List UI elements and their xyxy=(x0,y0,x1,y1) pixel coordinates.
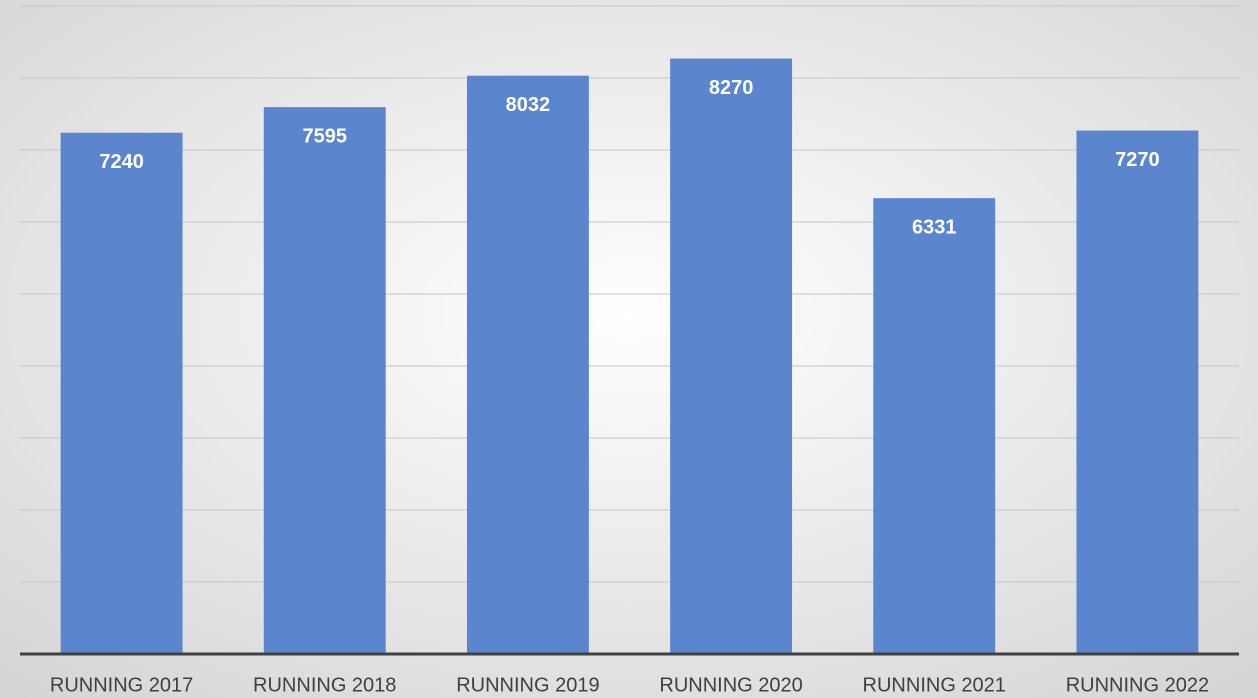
data-label: 7240 xyxy=(99,151,144,173)
bar xyxy=(263,107,386,654)
data-label: 7595 xyxy=(303,125,348,147)
data-label: 8270 xyxy=(709,77,754,99)
bar xyxy=(466,75,589,655)
bar xyxy=(1076,130,1199,654)
data-label: 6331 xyxy=(912,216,957,238)
x-tick-label: RUNNING 2021 xyxy=(863,674,1006,696)
x-tick-label: RUNNING 2022 xyxy=(1066,674,1209,696)
bar xyxy=(873,198,996,654)
bar xyxy=(60,132,183,655)
x-tick-label: RUNNING 2020 xyxy=(659,674,802,696)
data-label: 8032 xyxy=(506,94,551,116)
data-label: 7270 xyxy=(1115,149,1160,171)
x-tick-label: RUNNING 2019 xyxy=(456,674,599,696)
x-tick-label: RUNNING 2017 xyxy=(50,674,193,696)
bar xyxy=(670,58,793,655)
x-tick-label: RUNNING 2018 xyxy=(253,674,396,696)
